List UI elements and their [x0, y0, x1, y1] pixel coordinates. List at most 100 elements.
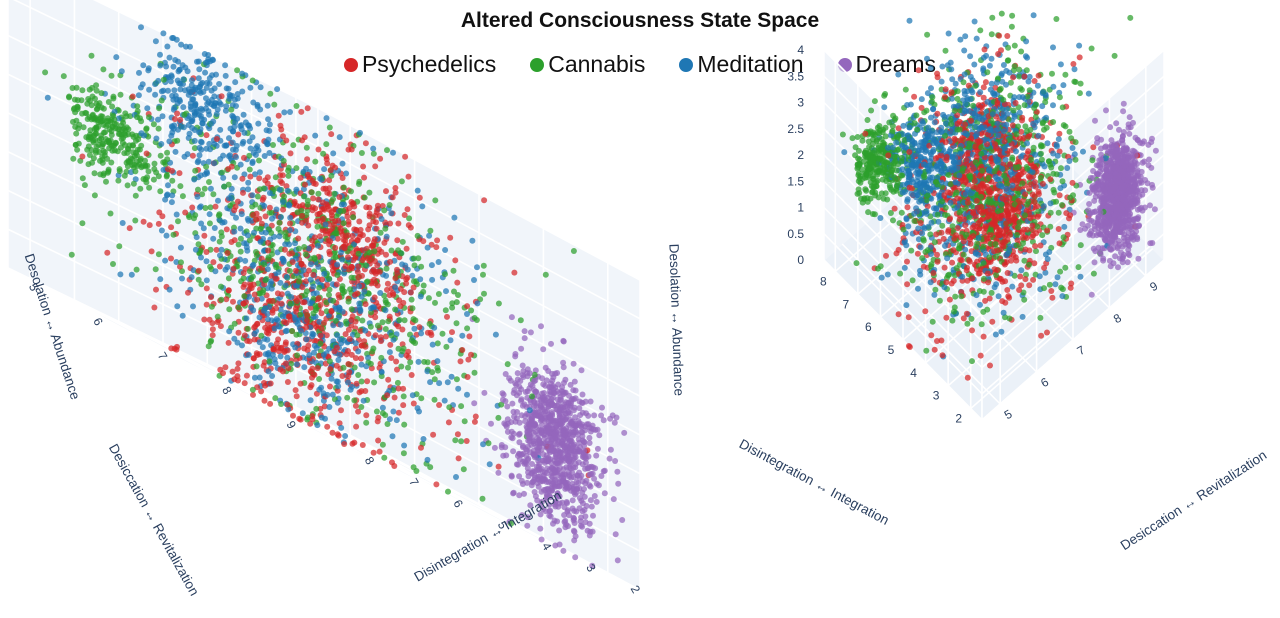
data-point-meditation [237, 225, 244, 232]
data-point-psychedelics [362, 140, 369, 147]
data-point-meditation [321, 166, 328, 173]
data-point-psychedelics [278, 344, 285, 351]
data-point-psychedelics [323, 156, 330, 163]
data-point-meditation [418, 330, 425, 337]
data-point-meditation [165, 87, 171, 94]
data-point-dreams [510, 489, 517, 496]
data-point-meditation [234, 339, 241, 346]
data-point-cannabis [83, 110, 90, 117]
data-point-psychedelics [410, 400, 417, 407]
data-point-cannabis [130, 142, 137, 149]
data-point-psychedelics [262, 382, 269, 389]
data-point-psychedelics [989, 318, 996, 325]
data-point-psychedelics [143, 150, 150, 157]
data-point-meditation [157, 276, 164, 283]
data-point-cannabis [455, 292, 461, 298]
legend: Psychedelics Cannabis Meditation Dreams [0, 51, 1280, 78]
axis-title-y: Desiccation ↔ Revitalization [106, 441, 202, 598]
legend-item-psychedelics[interactable]: Psychedelics [343, 51, 496, 78]
data-point-meditation [188, 274, 195, 281]
data-point-psychedelics [304, 317, 311, 324]
data-point-meditation [209, 57, 216, 64]
data-point-dreams [513, 415, 520, 422]
legend-marker [530, 57, 545, 72]
data-point-meditation [255, 120, 262, 127]
data-point-cannabis [367, 360, 374, 367]
data-point-meditation [362, 327, 369, 334]
data-point-dreams [615, 480, 622, 487]
data-point-psychedelics [241, 281, 248, 288]
data-point-cannabis [414, 232, 421, 239]
data-point-cannabis [382, 412, 389, 419]
data-point-cannabis [326, 291, 332, 298]
data-point-meditation [315, 242, 321, 249]
data-point-cannabis [952, 293, 959, 300]
data-point-dreams [516, 430, 523, 437]
data-point-cannabis [356, 178, 363, 185]
left-3d-plot[interactable]: 23456785678900.511.522.533.54Disintegrat… [0, 0, 643, 598]
data-point-psychedelics [177, 116, 184, 123]
data-point-cannabis [195, 186, 201, 193]
data-point-meditation [157, 51, 163, 58]
data-point-meditation [417, 276, 424, 283]
legend-item-dreams[interactable]: Dreams [837, 51, 936, 78]
data-point-meditation [378, 368, 385, 375]
data-point-cannabis [253, 252, 260, 259]
data-point-cannabis [460, 466, 467, 473]
data-point-cannabis [170, 231, 177, 238]
data-point-cannabis [66, 94, 72, 101]
data-point-cannabis [326, 358, 333, 365]
right-3d-plot[interactable]: 23456785678900.511.522.533.54Disintegrat… [666, 10, 1269, 554]
data-point-psychedelics [384, 392, 391, 399]
data-point-psychedelics [341, 441, 348, 447]
data-point-psychedelics [195, 267, 202, 274]
data-point-cannabis [275, 225, 282, 232]
data-point-cannabis [364, 278, 371, 285]
data-point-cannabis [432, 197, 439, 204]
data-point-psychedelics [292, 305, 299, 312]
data-point-meditation [474, 300, 481, 307]
data-point-meditation [355, 348, 362, 355]
data-point-meditation [192, 102, 198, 109]
data-point-meditation [336, 134, 343, 141]
data-point-psychedelics [362, 343, 369, 350]
data-point-psychedelics [339, 231, 346, 238]
data-point-cannabis [89, 84, 96, 91]
data-point-cannabis [129, 131, 136, 138]
data-point-dreams [548, 459, 555, 466]
data-point-meditation [247, 84, 254, 91]
data-point-cannabis [314, 223, 321, 230]
data-point-cannabis [339, 283, 346, 290]
data-point-meditation [228, 195, 235, 202]
data-point-meditation [287, 109, 293, 115]
data-point-cannabis [88, 116, 95, 123]
data-point-cannabis [262, 277, 269, 284]
data-point-meditation [455, 385, 462, 392]
data-point-meditation [203, 105, 209, 112]
data-point-cannabis [132, 168, 139, 175]
data-point-meditation [338, 201, 345, 208]
data-point-dreams [560, 364, 567, 371]
data-point-psychedelics [372, 332, 379, 339]
data-point-psychedelics [201, 232, 208, 239]
data-point-dreams [520, 374, 527, 380]
data-point-psychedelics [995, 51, 1002, 57]
data-point-psychedelics [315, 146, 322, 153]
data-point-meditation [152, 38, 159, 45]
legend-item-meditation[interactable]: Meditation [679, 51, 804, 78]
legend-item-cannabis[interactable]: Cannabis [530, 51, 645, 78]
data-point-cannabis [266, 358, 273, 365]
data-point-dreams [516, 492, 523, 499]
data-point-psychedelics [312, 205, 319, 212]
data-point-dreams [585, 465, 592, 472]
data-point-dreams [518, 396, 525, 403]
data-point-dreams [571, 378, 578, 385]
data-point-meditation [282, 328, 289, 335]
data-point-cannabis [99, 153, 106, 160]
data-point-meditation [329, 391, 336, 398]
data-point-psychedelics [262, 213, 269, 220]
data-point-meditation [203, 277, 210, 284]
data-point-psychedelics [284, 379, 291, 385]
data-point-cannabis [246, 237, 253, 244]
